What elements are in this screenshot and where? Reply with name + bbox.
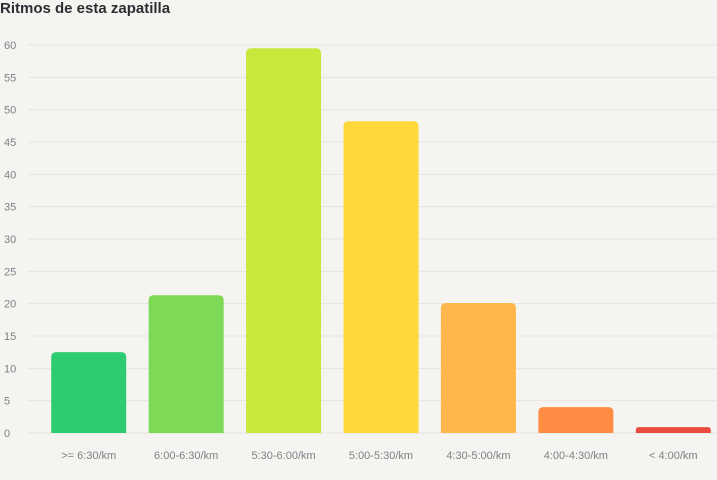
x-category-label: < 4:00/km — [649, 450, 698, 462]
y-axis-ticks: 0 5 10 15 20 25 30 35 40 45 50 55 60 — [4, 40, 16, 440]
y-tick-label: 0 — [4, 428, 10, 440]
x-axis-categories: >= 6:30/km 6:00-6:30/km 5:30-6:00/km 5:00-5… — [61, 450, 697, 462]
y-tick-label: 15 — [4, 331, 16, 343]
bar[interactable] — [51, 352, 127, 433]
y-tick-label: 50 — [4, 105, 16, 117]
bar[interactable] — [148, 295, 224, 433]
x-category-label: 5:30-6:00/km — [251, 450, 315, 462]
y-tick-label: 5 — [4, 396, 10, 408]
bar[interactable] — [440, 303, 516, 433]
y-tick-label: 60 — [4, 40, 16, 52]
x-category-label: 6:00-6:30/km — [154, 450, 218, 462]
y-tick-label: 40 — [4, 169, 16, 181]
x-category-label: >= 6:30/km — [61, 450, 116, 462]
x-category-label: 5:00-5:30/km — [349, 450, 413, 462]
x-category-label: 4:00-4:30/km — [544, 450, 608, 462]
chart-title: Ritmos de esta zapatilla — [0, 0, 171, 17]
y-tick-label: 55 — [4, 72, 16, 84]
bar[interactable] — [343, 121, 419, 433]
y-tick-label: 20 — [4, 299, 16, 311]
bar[interactable] — [635, 427, 711, 433]
bars — [51, 48, 711, 433]
y-tick-label: 35 — [4, 202, 16, 214]
y-tick-label: 25 — [4, 266, 16, 278]
y-tick-label: 10 — [4, 363, 16, 375]
y-tick-label: 45 — [4, 137, 16, 149]
y-tick-label: 30 — [4, 234, 16, 246]
bar[interactable] — [246, 48, 322, 433]
x-category-label: 4:30-5:00/km — [446, 450, 510, 462]
bar[interactable] — [538, 407, 614, 433]
